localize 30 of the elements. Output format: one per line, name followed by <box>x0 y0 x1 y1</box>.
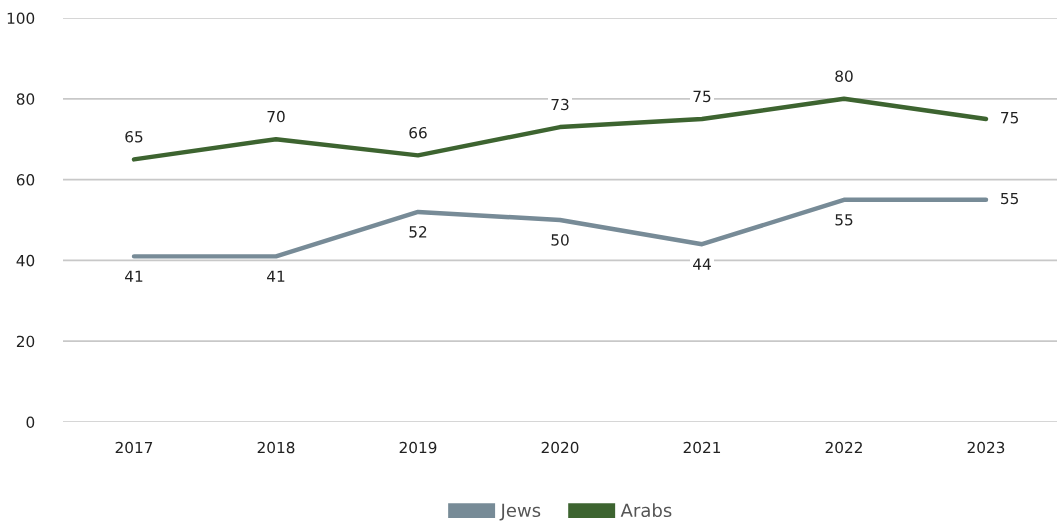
y-tick-label: 0 <box>26 416 35 429</box>
y-tick-label: 60 <box>16 174 35 186</box>
line-series <box>131 197 989 259</box>
x-tick-label: 2022 <box>825 441 862 454</box>
x-tick-label: 2023 <box>967 441 1005 454</box>
data-label: 41 <box>125 270 143 282</box>
data-label: 75 <box>1001 112 1018 124</box>
x-tick-label: 2017 <box>115 441 153 454</box>
data-label: 66 <box>409 126 427 139</box>
data-label: 65 <box>125 130 143 143</box>
data-label: 75 <box>693 90 711 103</box>
data-label: 44 <box>693 258 711 270</box>
x-tick-label: 2018 <box>257 441 295 454</box>
y-tick-label: 40 <box>16 254 35 267</box>
data-label: 73 <box>551 98 569 111</box>
y-tick-label: 20 <box>16 335 35 348</box>
x-tick-label: 2020 <box>541 441 579 454</box>
x-tick-label: 2021 <box>683 441 721 454</box>
data-label: 55 <box>1001 192 1018 205</box>
legend-label: Jews <box>499 503 541 521</box>
data-label: 41 <box>267 270 285 282</box>
y-tick-label: 80 <box>16 93 35 105</box>
data-label: 80 <box>835 70 853 82</box>
y-tick-label: 100 <box>7 12 35 25</box>
x-tick-label: 2019 <box>399 441 437 454</box>
data-label: 52 <box>409 226 427 238</box>
data-label: 70 <box>267 110 285 123</box>
data-label: 50 <box>551 234 569 246</box>
data-label: 55 <box>835 214 853 226</box>
legend-label: Arabs <box>620 503 672 518</box>
